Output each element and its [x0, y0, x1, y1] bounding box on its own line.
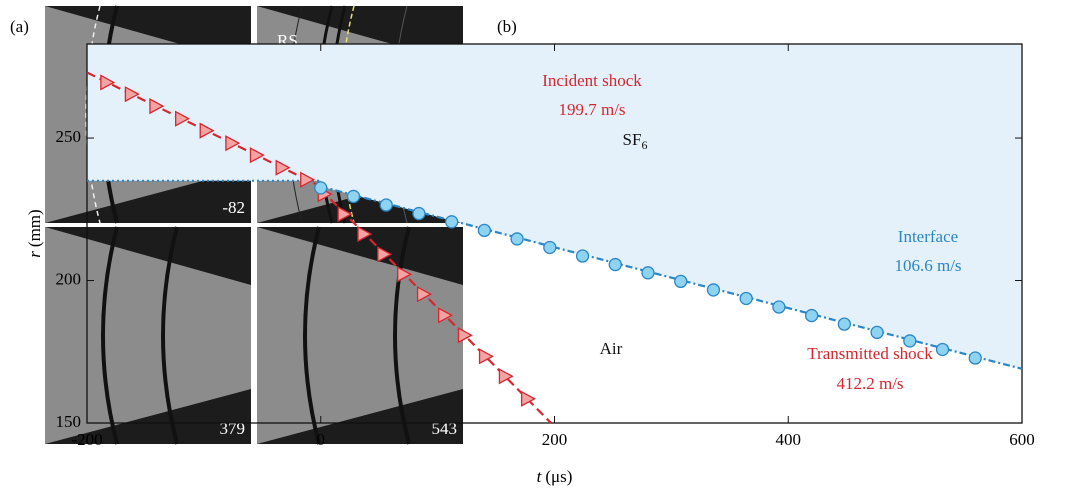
- y-tick-label: 150: [56, 412, 82, 431]
- annotation-text: 412.2 m/s: [836, 374, 903, 393]
- point: [249, 147, 265, 164]
- wedge: [45, 227, 251, 444]
- point: [543, 240, 557, 255]
- point: [346, 189, 361, 204]
- x-tick-label: 400: [776, 430, 802, 449]
- x-tick-label: 600: [1009, 430, 1035, 449]
- photo-tile: 379: [45, 226, 251, 445]
- sf6-region: [87, 44, 1022, 369]
- axis-unit: (μs): [545, 467, 572, 486]
- frame-time: -82: [222, 198, 245, 217]
- point: [641, 266, 655, 280]
- point: [457, 327, 473, 344]
- point: [575, 249, 590, 263]
- point: [416, 286, 432, 303]
- annotation-text: 106.6 m/s: [894, 256, 961, 275]
- annotation: 412.2 m/s: [836, 374, 903, 393]
- point: [124, 86, 140, 103]
- point: [608, 257, 622, 272]
- frame-time: 543: [432, 419, 458, 438]
- annotation-text: 199.7 m/s: [558, 100, 625, 119]
- point: [870, 325, 884, 340]
- annotation: Transmitted shock: [807, 344, 933, 363]
- fit-line: [319, 188, 552, 424]
- point: [510, 232, 524, 246]
- axis-symbol: r: [25, 251, 44, 258]
- point: [935, 342, 950, 357]
- point: [379, 198, 393, 212]
- point: [225, 135, 241, 152]
- point: [674, 274, 688, 289]
- point: [772, 300, 786, 314]
- point: [837, 317, 851, 331]
- point: [412, 206, 426, 221]
- point: [377, 246, 393, 263]
- point: [100, 74, 116, 91]
- frame-time: 379: [220, 419, 246, 438]
- y-axis-label: r (mm): [25, 209, 44, 257]
- annotation-text: Air: [600, 339, 623, 358]
- shock-front: [85, 5, 101, 224]
- point: [337, 206, 353, 223]
- point: [706, 283, 721, 297]
- y-tick-label: 200: [56, 269, 82, 288]
- axis-symbol: t: [537, 467, 543, 486]
- x-axis-label: t (μs): [537, 467, 573, 486]
- annotation-subscript: 6: [641, 138, 647, 152]
- annotation: 199.7 m/s: [558, 100, 625, 119]
- annotation: Interface: [898, 227, 958, 246]
- x-tick-label: 0: [317, 430, 326, 449]
- shock-front: [161, 226, 179, 445]
- annotation: SF6: [623, 130, 648, 152]
- point: [314, 181, 328, 195]
- point: [300, 171, 316, 188]
- point: [478, 348, 494, 365]
- point: [275, 159, 291, 176]
- point: [804, 308, 819, 323]
- point: [175, 110, 191, 127]
- annotation-text: Transmitted shock: [807, 344, 933, 363]
- photo-tile: 543: [257, 226, 463, 445]
- point: [477, 223, 492, 238]
- axis-unit: (mm): [25, 209, 44, 247]
- x-tick-label: 200: [542, 430, 568, 449]
- point: [199, 122, 215, 139]
- point: [149, 98, 165, 115]
- point: [437, 307, 454, 324]
- shock-front: [303, 226, 321, 445]
- point: [739, 291, 753, 306]
- point: [498, 368, 514, 385]
- panel-label: (b): [497, 17, 517, 36]
- shock-front: [101, 226, 119, 445]
- point: [968, 351, 982, 365]
- annotation: Incident shock: [542, 71, 642, 90]
- y-tick-label: 250: [56, 127, 82, 146]
- point: [520, 390, 536, 407]
- point: [357, 225, 373, 243]
- x-tick-label: -200: [71, 430, 102, 449]
- point: [397, 266, 413, 283]
- point: [444, 215, 459, 229]
- annotation: 106.6 m/s: [894, 256, 961, 275]
- point: [903, 334, 917, 348]
- annotation-text: SF: [623, 130, 642, 149]
- shock-front: [393, 226, 411, 445]
- annotation-text: Interface: [898, 227, 958, 246]
- panel-label: (a): [10, 17, 29, 36]
- annotation: Air: [600, 339, 623, 358]
- annotation-text: Incident shock: [542, 71, 642, 90]
